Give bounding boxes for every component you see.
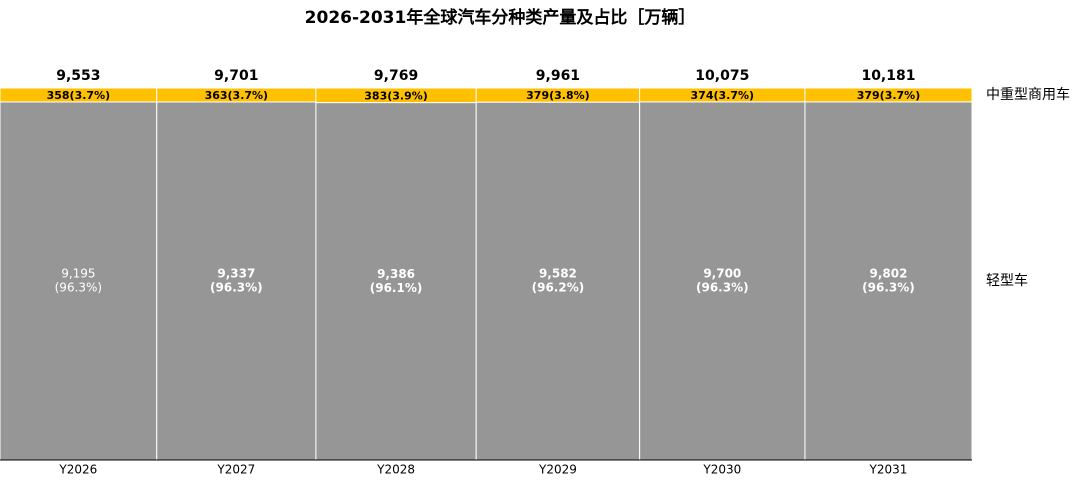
total-label: 10,075: [695, 68, 749, 84]
x-tick-label: Y2028: [376, 463, 415, 477]
chart-title: 2026-2031年全球汽车分种类产量及占比［万辆］: [305, 7, 696, 28]
share-label: (96.2%): [532, 281, 585, 295]
total-label: 10,181: [861, 68, 915, 84]
total-label: 9,961: [536, 68, 580, 84]
x-tick-label: Y2031: [869, 463, 908, 477]
legend-label: 轻型车: [986, 272, 1028, 289]
share-label: (96.3%): [696, 280, 749, 294]
segment: [475, 101, 641, 461]
segment: [156, 101, 317, 461]
value-label: 374(3.7%): [691, 89, 755, 102]
value-label: 363(3.7%): [205, 89, 269, 102]
share-label: (96.1%): [370, 281, 423, 295]
value-label: 9,337: [217, 266, 255, 280]
segment: [639, 101, 806, 461]
value-label: 9,386: [377, 267, 415, 281]
x-tick-label: Y2029: [538, 463, 577, 477]
value-label: 383(3.9%): [364, 89, 428, 102]
share-label: (96.3%): [862, 280, 915, 294]
value-label: 379(3.8%): [526, 89, 590, 102]
total-label: 9,701: [214, 68, 258, 84]
x-tick-label: Y2027: [216, 463, 255, 477]
value-label: 9,195: [61, 266, 95, 280]
segment: [0, 101, 158, 461]
total-label: 9,553: [56, 68, 100, 84]
segment: [804, 87, 973, 103]
segment: [315, 102, 477, 461]
total-label: 9,769: [374, 68, 418, 84]
x-tick-label: Y2030: [702, 463, 741, 477]
value-label: 9,582: [539, 267, 577, 281]
legend-label: 中重型商用车: [986, 86, 1070, 103]
value-label: 379(3.7%): [857, 89, 921, 102]
share-label: (96.3%): [55, 280, 102, 294]
value-label: 9,700: [703, 266, 741, 280]
share-label: (96.3%): [210, 280, 263, 294]
x-tick-label: Y2026: [58, 463, 97, 477]
value-label: 9,802: [869, 266, 907, 280]
segment: [804, 101, 973, 461]
value-label: 358(3.7%): [47, 89, 111, 102]
